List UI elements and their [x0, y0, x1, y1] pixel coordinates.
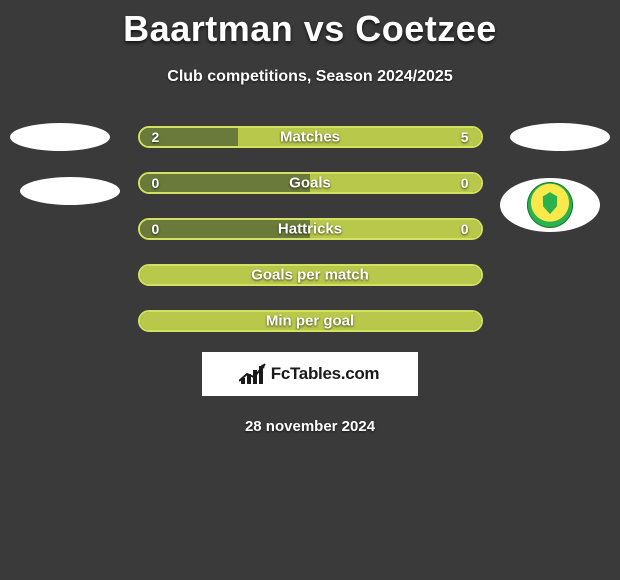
stat-bar-goals: Goals 0 0: [138, 172, 483, 194]
page-title: Baartman vs Coetzee: [0, 8, 620, 50]
fctables-logo[interactable]: FcTables.com: [202, 352, 418, 396]
bar-label: Hattricks: [278, 221, 342, 238]
bar-value-left: 2: [152, 129, 160, 145]
bar-value-right: 0: [461, 175, 469, 191]
stat-bar-min-per-goal: Min per goal: [138, 310, 483, 332]
bar-label: Min per goal: [266, 313, 354, 330]
bar-left-fill: [140, 174, 311, 192]
player2-club-badge-1: [510, 123, 610, 151]
bar-value-right: 5: [461, 129, 469, 145]
stat-bar-matches: Matches 2 5: [138, 126, 483, 148]
bar-value-left: 0: [152, 221, 160, 237]
bar-label: Goals: [289, 175, 331, 192]
bar-value-right: 0: [461, 221, 469, 237]
bar-value-left: 0: [152, 175, 160, 191]
barchart-icon: [241, 364, 267, 384]
subtitle: Club competitions, Season 2024/2025: [0, 68, 620, 86]
player2-club-badge-2: [500, 178, 600, 232]
player1-club-badge-2: [20, 177, 120, 205]
date-text: 28 november 2024: [0, 418, 620, 435]
sundowns-crest-icon: [527, 182, 573, 228]
bar-label: Goals per match: [251, 267, 369, 284]
bar-right-fill: [310, 174, 481, 192]
h2h-infographic: Baartman vs Coetzee Club competitions, S…: [0, 0, 620, 580]
logo-text: FcTables.com: [271, 364, 380, 384]
bar-label: Matches: [280, 129, 340, 146]
stat-bar-goals-per-match: Goals per match: [138, 264, 483, 286]
bar-right-fill: [238, 128, 480, 146]
stat-bar-hattricks: Hattricks 0 0: [138, 218, 483, 240]
player1-club-badge-1: [10, 123, 110, 151]
